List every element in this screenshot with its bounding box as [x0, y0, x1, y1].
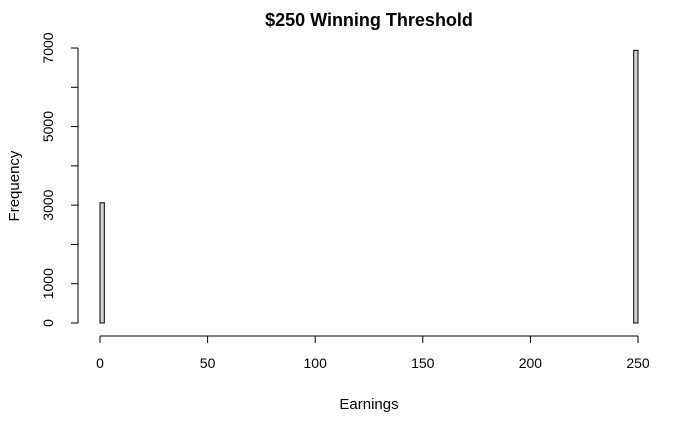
y-axis: 0 1000 3000 5000 7000 [40, 32, 79, 327]
y-axis-label: Frequency [6, 150, 23, 221]
x-tick-label: 250 [626, 355, 650, 371]
x-tick-label: 50 [200, 355, 216, 371]
histogram-bar [633, 49, 639, 324]
bars-group [99, 49, 639, 324]
x-tick-label: 0 [96, 355, 104, 371]
y-tick-label: 3000 [40, 189, 56, 220]
x-axis-label: Earnings [339, 396, 398, 413]
chart-title: $250 Winning Threshold [265, 10, 473, 30]
x-axis: 0 50 100 150 200 250 [96, 335, 650, 371]
histogram-bar [99, 202, 105, 324]
y-tick-label: 5000 [40, 111, 56, 142]
x-tick-label: 200 [519, 355, 543, 371]
y-tick-label: 0 [40, 319, 56, 327]
x-tick-label: 150 [411, 355, 435, 371]
y-tick-label: 1000 [40, 268, 56, 299]
y-tick-label: 7000 [40, 32, 56, 63]
x-tick-label: 100 [304, 355, 328, 371]
